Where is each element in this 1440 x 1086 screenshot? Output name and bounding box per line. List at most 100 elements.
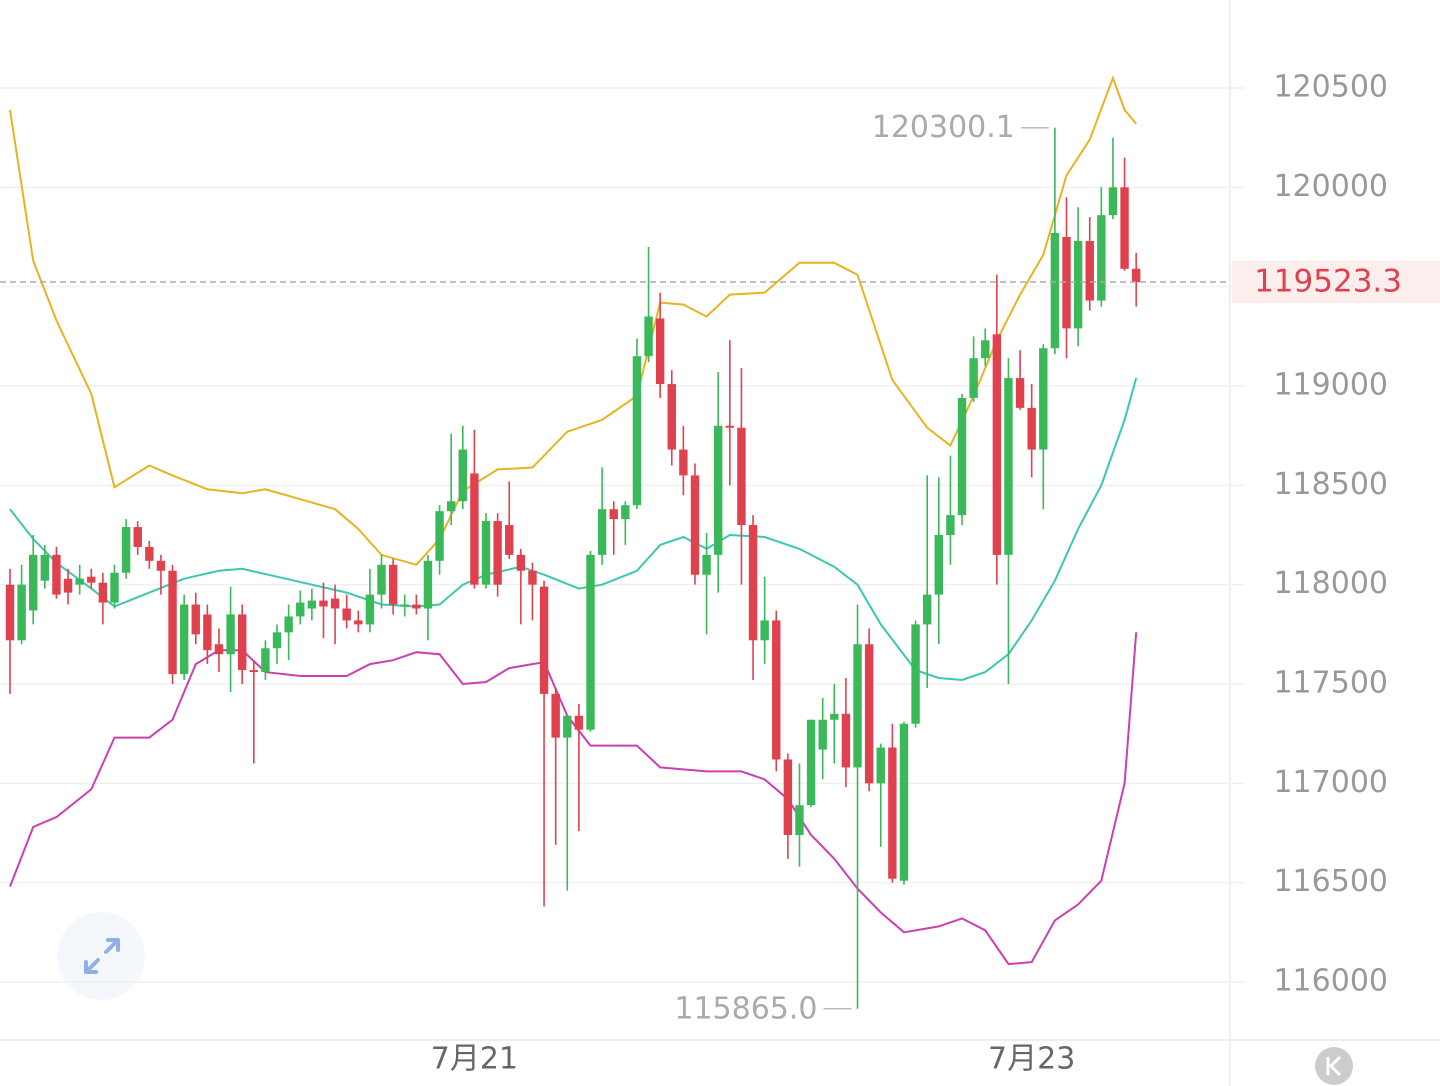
candle-body: [690, 475, 700, 575]
candle-body: [296, 602, 305, 617]
candle-body: [876, 747, 885, 784]
candle-body: [63, 578, 73, 593]
expand-icon: [84, 938, 120, 974]
candle-body: [806, 719, 816, 806]
y-tick-label: 117500: [1273, 665, 1388, 700]
candle-body: [75, 578, 84, 585]
candle-body: [388, 564, 398, 605]
candle-body: [435, 511, 444, 561]
candle-body: [748, 525, 758, 641]
y-tick-label: 120500: [1273, 70, 1388, 105]
candle-body: [98, 582, 108, 603]
y-tick-label: 117000: [1273, 765, 1388, 800]
candle-body: [702, 554, 711, 575]
candle-body: [841, 713, 851, 768]
candle-body: [667, 384, 676, 450]
candle-body: [52, 554, 61, 595]
candle-body: [1062, 237, 1071, 329]
candle-body: [400, 604, 409, 607]
candle-body: [1004, 378, 1013, 555]
candle-body: [783, 759, 793, 835]
candle-body: [655, 318, 665, 385]
expand-bg: [57, 912, 145, 1000]
candle-body: [621, 505, 630, 520]
candle-body: [1131, 268, 1141, 283]
candle-body: [238, 614, 247, 671]
candle-body: [272, 632, 282, 649]
candle-body: [899, 723, 909, 881]
candle-body: [133, 527, 142, 547]
k-button[interactable]: [1315, 1047, 1353, 1085]
candle-body: [29, 554, 38, 611]
candle-body: [493, 521, 502, 585]
annotation-label: 115865.0: [674, 991, 817, 1026]
y-tick-label: 116500: [1273, 864, 1388, 899]
candle-body: [145, 546, 154, 561]
candle-body: [249, 670, 259, 673]
candle-body: [179, 604, 189, 675]
expand-button[interactable]: [57, 912, 145, 1000]
band-line: [9, 632, 1138, 966]
candle-body: [992, 334, 1002, 555]
candle-body: [470, 473, 479, 585]
candle-body: [214, 644, 224, 655]
candle-body: [156, 560, 166, 571]
candle-body: [1039, 348, 1048, 450]
candle-body: [818, 719, 827, 750]
y-tick-label: 120000: [1273, 169, 1388, 204]
candle-body: [725, 425, 735, 428]
candle-body: [586, 554, 595, 730]
candle-body: [5, 584, 15, 641]
candle-body: [1120, 187, 1129, 269]
candle-body: [563, 715, 572, 738]
candle-body: [946, 515, 955, 535]
band-line: [9, 75, 1137, 566]
band-line: [9, 377, 1138, 682]
candle-body: [911, 624, 920, 724]
candle-body: [737, 427, 746, 526]
candle-body: [110, 572, 119, 603]
y-tick-label: 118500: [1273, 467, 1388, 502]
candle-body: [864, 644, 874, 784]
y-tick-label: 119000: [1273, 368, 1388, 403]
candle-body: [505, 525, 514, 555]
candle-body: [1097, 215, 1106, 301]
candle-body: [17, 584, 26, 641]
candle-body: [377, 564, 386, 595]
last-price-label: 119523.3: [1254, 264, 1402, 300]
candle-body: [551, 693, 560, 738]
candle-body: [412, 604, 421, 609]
candle-body: [1027, 407, 1036, 450]
last-price-bg: [1232, 261, 1440, 304]
candle-body: [539, 586, 549, 694]
candle-body: [226, 614, 235, 655]
candle-body: [87, 576, 96, 583]
candle-body: [1050, 233, 1060, 349]
candle-body: [795, 805, 804, 835]
k-bg: [1315, 1047, 1353, 1085]
candle-body: [632, 356, 642, 506]
k-icon: [1326, 1055, 1342, 1077]
candle-body: [969, 358, 978, 398]
candle-body: [888, 747, 897, 879]
candle-body: [516, 554, 526, 571]
candle-body: [679, 449, 688, 476]
candle-body: [1015, 378, 1025, 408]
candle-body: [365, 594, 375, 625]
candle-body: [191, 604, 200, 635]
candle-body: [1085, 240, 1094, 301]
candle-body: [830, 713, 839, 720]
candle-body: [342, 608, 351, 621]
candle-body: [330, 598, 340, 609]
annotation-label: 120300.1: [872, 110, 1015, 145]
x-tick-label: 7月21: [431, 1042, 518, 1077]
candle-body: [644, 316, 653, 357]
candle-body: [261, 648, 270, 673]
candle-body: [121, 527, 131, 573]
candle-body: [284, 616, 293, 633]
candle-body: [1108, 187, 1118, 216]
candle-body: [458, 449, 467, 502]
candle-body: [168, 570, 177, 675]
